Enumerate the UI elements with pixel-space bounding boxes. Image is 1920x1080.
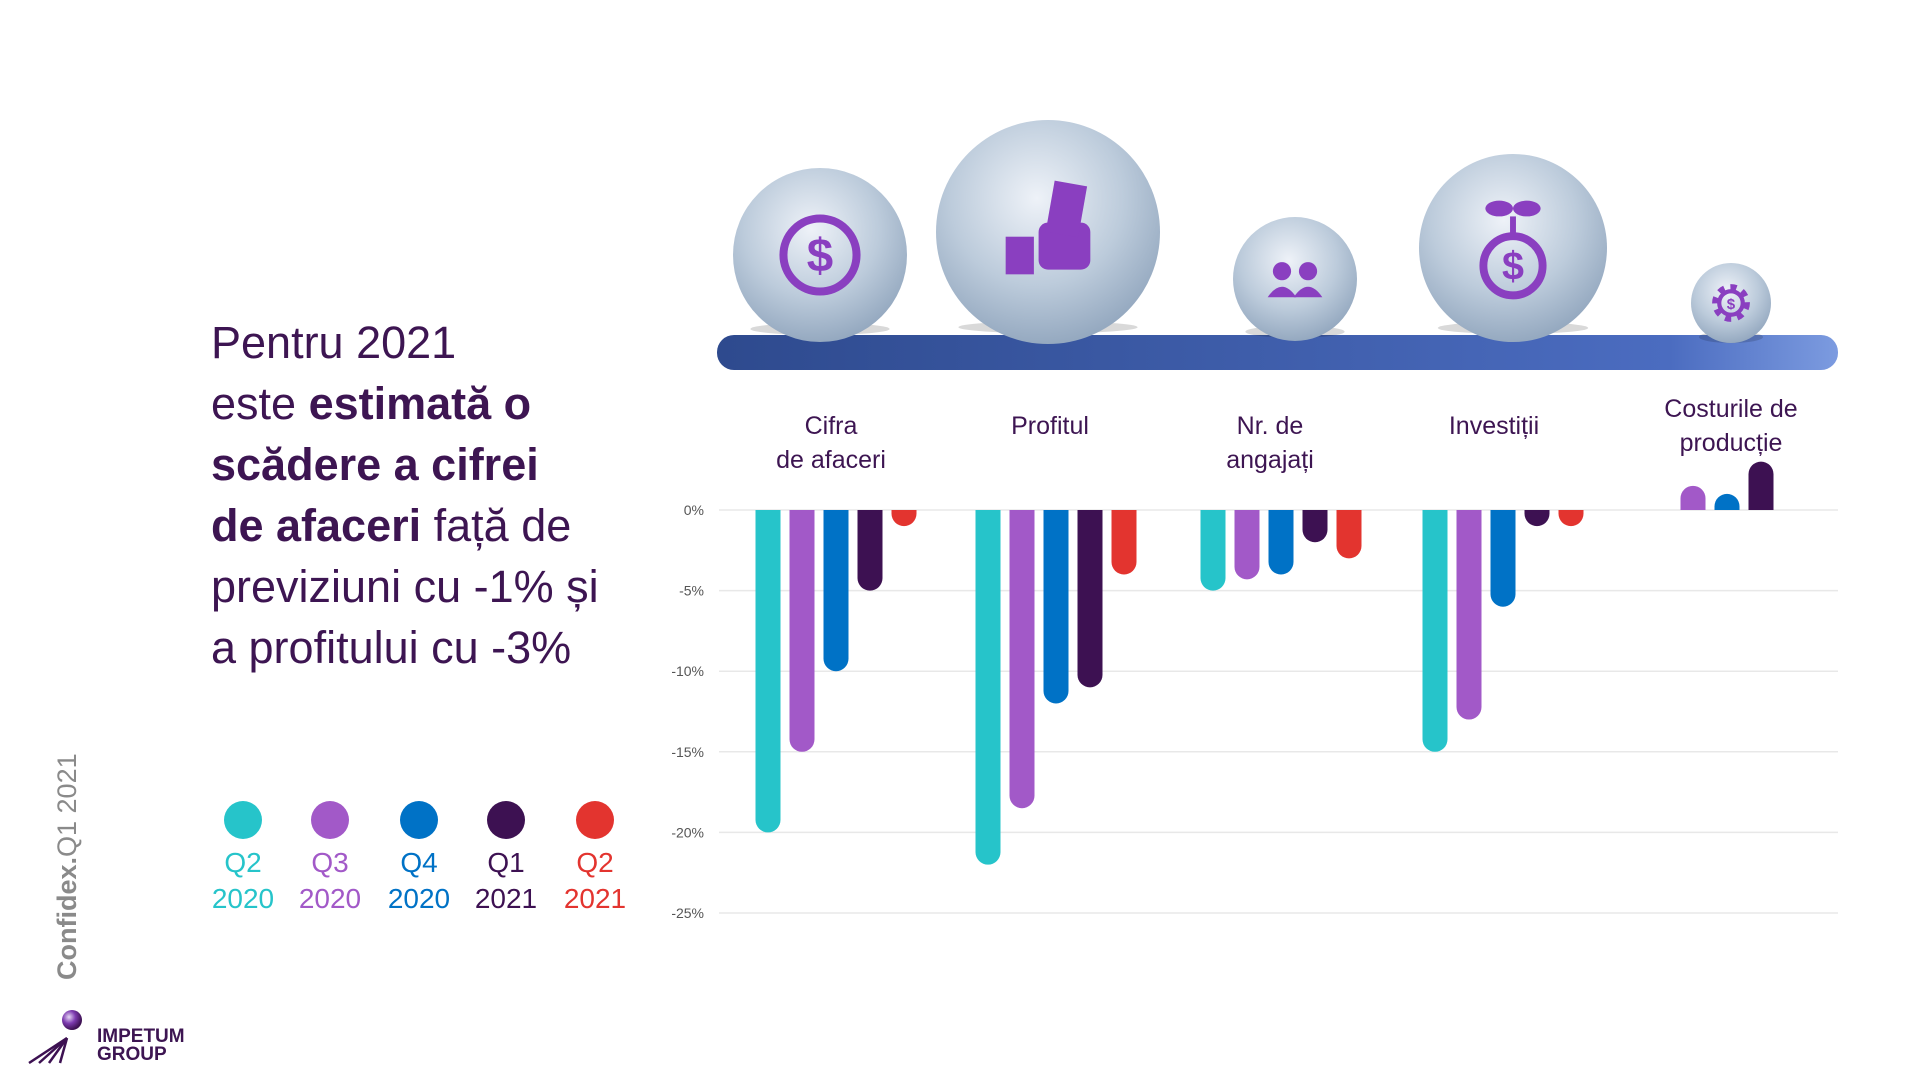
dollar-cycle-icon: $: [779, 214, 861, 296]
impetum-logo: IMPETUM GROUP: [27, 1008, 185, 1069]
legend-item: Q4 2020: [374, 801, 464, 917]
logo-mark-icon: [28, 1010, 82, 1065]
legend-item: Q3 2020: [285, 801, 375, 917]
bar-q3-2020: [1009, 510, 1035, 809]
headline-bold: de afaceri: [211, 500, 422, 551]
category-label: Profitul: [940, 409, 1160, 443]
shelf-rod: [717, 335, 1838, 370]
category-label-line: Investiții: [1448, 412, 1540, 440]
category-label: Nr. de angajați: [1160, 409, 1380, 477]
bar-q1-2021: [1077, 510, 1103, 688]
legend-label: Q2: [576, 847, 614, 878]
headline-line: față de: [421, 500, 572, 551]
svg-text:$: $: [807, 229, 833, 282]
legend-item: Q1 2021: [461, 801, 551, 917]
legend-item: Q2 2021: [550, 801, 640, 917]
bar-q3-2020: [789, 510, 815, 752]
legend-dot: [400, 801, 438, 839]
bar-q2-2020: [1200, 510, 1226, 591]
headline-line: a profitului cu -3%: [211, 622, 572, 673]
bar-q2-2020: [1422, 510, 1448, 752]
svg-text:$: $: [1727, 296, 1736, 313]
bar-q4-2020: [1043, 510, 1069, 704]
y-tick-label: 0%: [684, 502, 704, 518]
headline-line: este: [211, 378, 309, 429]
y-tick-label: -25%: [671, 905, 704, 921]
bar-q3-2020: [1680, 485, 1706, 510]
legend-dot: [224, 801, 262, 839]
headline-bold: scădere a cifrei: [211, 439, 539, 490]
y-tick-label: -10%: [671, 663, 704, 679]
category-label: Costurile de producție: [1621, 392, 1841, 460]
legend-label: Q3: [311, 847, 349, 878]
sphere: [1233, 217, 1357, 341]
bar-q4-2020: [1714, 493, 1740, 510]
category-label-line: Cifra: [804, 412, 858, 440]
y-tick-label: -15%: [671, 744, 704, 760]
legend-dot: [311, 801, 349, 839]
bar-q1-2021: [1302, 510, 1328, 543]
headline-line: Pentru 2021: [211, 317, 457, 368]
bar-q4-2020: [823, 510, 849, 672]
legend-label: 2020: [298, 883, 362, 914]
category-label-line: de afaceri: [776, 446, 886, 474]
category-label-line: Costurile de: [1664, 395, 1798, 423]
bar-q4-2020: [1490, 510, 1516, 607]
bar-q1-2021: [1524, 510, 1550, 527]
category-label: Cifra de afaceri: [721, 409, 941, 477]
headline-bold: estimată o: [308, 378, 532, 429]
category-label-line: producție: [1679, 429, 1783, 457]
hand-money-icon: [1005, 180, 1091, 275]
category-label-line: angajați: [1226, 446, 1314, 474]
logo-text: IMPETUM: [97, 1026, 185, 1047]
headline: Pentru 2021 este estimată o scădere a ci…: [211, 312, 651, 678]
logo-text: GROUP: [97, 1044, 167, 1065]
bar-q2-2021: [1558, 510, 1584, 527]
legend-label: Q2: [224, 847, 262, 878]
bar-q3-2020: [1234, 510, 1260, 580]
bar-q1-2021: [857, 510, 883, 591]
investment-plant-icon: $: [1479, 200, 1547, 300]
y-tick-label: -5%: [679, 583, 704, 599]
sphere: [1419, 154, 1607, 342]
bar-q4-2020: [1268, 510, 1294, 575]
legend-label: Q4: [400, 847, 438, 878]
legend-label: 2021: [474, 883, 538, 914]
sphere: [733, 168, 907, 342]
legend-label: 2021: [563, 883, 627, 914]
headline-line: previziuni cu -1% și: [211, 561, 599, 612]
bar-q1-2021: [1748, 461, 1774, 510]
svg-text:$: $: [1502, 245, 1524, 289]
legend-label: 2020: [387, 883, 451, 914]
bar-q2-2020: [975, 510, 1001, 865]
category-label-line: Nr. de: [1236, 412, 1304, 440]
bar-q2-2021: [891, 510, 917, 527]
sphere: [1691, 263, 1771, 343]
gear-dollar-icon: $: [1712, 284, 1750, 322]
legend-dot: [576, 801, 614, 839]
category-label: Investiții: [1384, 409, 1604, 443]
bar-q2-2021: [1111, 510, 1137, 575]
y-tick-label: -20%: [671, 824, 704, 840]
employees-icon: [1267, 262, 1323, 298]
legend-item: Q2 2020: [198, 801, 288, 917]
bar-q2-2021: [1336, 510, 1362, 559]
legend-dot: [487, 801, 525, 839]
bar-q2-2020: [755, 510, 781, 833]
bar-q3-2020: [1456, 510, 1482, 720]
category-label-line: Profitul: [1011, 412, 1089, 440]
legend-label: 2020: [211, 883, 275, 914]
legend-label: Q1: [487, 847, 525, 878]
